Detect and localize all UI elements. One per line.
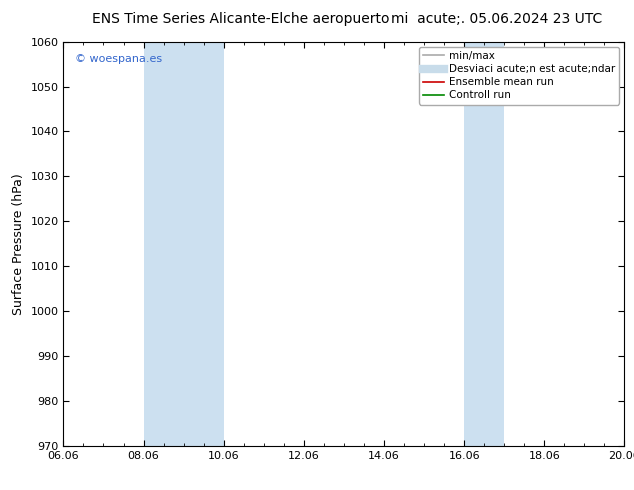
Text: © woespana.es: © woespana.es bbox=[75, 54, 162, 64]
Text: mi  acute;. 05.06.2024 23 UTC: mi acute;. 05.06.2024 23 UTC bbox=[391, 12, 602, 26]
Bar bbox=[464, 42, 504, 446]
Bar bbox=[143, 42, 224, 446]
Legend: min/max, Desviaci acute;n est acute;ndar, Ensemble mean run, Controll run: min/max, Desviaci acute;n est acute;ndar… bbox=[418, 47, 619, 104]
Y-axis label: Surface Pressure (hPa): Surface Pressure (hPa) bbox=[12, 173, 25, 315]
Text: ENS Time Series Alicante-Elche aeropuerto: ENS Time Series Alicante-Elche aeropuert… bbox=[92, 12, 390, 26]
